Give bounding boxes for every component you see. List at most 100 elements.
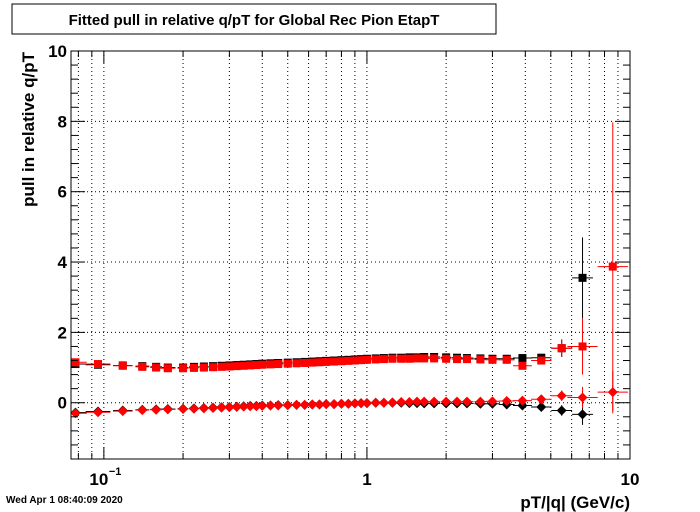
data-point [258, 360, 267, 369]
series-0 [71, 237, 593, 372]
data-point [370, 397, 381, 408]
data-point [536, 394, 547, 405]
data-point [488, 355, 497, 364]
data-point [315, 358, 324, 367]
data-point [322, 357, 331, 366]
timestamp: Wed Apr 1 08:40:09 2020 [6, 495, 123, 506]
data-point [419, 396, 430, 407]
data-point [251, 401, 262, 412]
axis-ticks [71, 50, 631, 460]
data-point [577, 409, 588, 420]
data-point [209, 363, 218, 372]
data-point [216, 402, 227, 413]
series-3 [70, 371, 628, 419]
data-point [225, 362, 234, 371]
data-point [430, 354, 439, 363]
x-tick-label: 10 [621, 470, 640, 489]
data-point [208, 403, 219, 413]
data-point [282, 400, 293, 411]
data-point [274, 360, 283, 369]
data-point [577, 392, 588, 403]
data-point [231, 401, 242, 412]
data-point [217, 362, 226, 371]
data-point [361, 398, 372, 409]
y-tick-label: 0 [58, 394, 67, 413]
data-point [501, 395, 512, 406]
data-point [518, 361, 527, 370]
data-point [476, 355, 485, 364]
data-point [314, 399, 325, 410]
data-points [70, 122, 628, 425]
data-point [189, 363, 198, 372]
data-point [198, 403, 209, 414]
data-point [441, 396, 452, 407]
data-point [344, 356, 353, 365]
data-point [188, 403, 199, 414]
chart-title-box: Fitted pull in relative q/pT for Global … [11, 3, 497, 35]
data-point [475, 396, 486, 407]
data-point [337, 357, 346, 366]
data-point [387, 397, 398, 408]
data-point [300, 358, 309, 367]
data-point [117, 406, 128, 417]
data-point [273, 400, 284, 411]
y-tick-label: 10 [48, 42, 67, 61]
data-point [556, 405, 567, 416]
data-point [578, 342, 587, 351]
data-point [151, 404, 162, 415]
data-point [138, 362, 147, 371]
data-point [308, 358, 317, 367]
data-point [356, 398, 367, 409]
x-axis-label: pT/|q| (GeV/c) [520, 493, 630, 512]
data-point [557, 344, 566, 353]
data-point [420, 354, 429, 363]
data-point [283, 359, 292, 368]
data-point [518, 354, 527, 363]
data-point [299, 399, 310, 410]
data-point [412, 396, 423, 407]
data-point [238, 401, 249, 412]
data-point [452, 396, 463, 407]
data-point [232, 362, 241, 371]
data-point [537, 356, 546, 365]
data-point [487, 396, 498, 407]
y-tick-label: 6 [58, 183, 67, 202]
chart-title: Fitted pull in relative q/pT for Global … [69, 12, 440, 29]
data-point [388, 354, 397, 363]
data-point [291, 399, 302, 410]
data-point [94, 360, 103, 369]
data-point [245, 401, 256, 412]
x-tick-label: 1 [362, 470, 371, 489]
data-point [350, 356, 359, 365]
data-point [199, 363, 208, 372]
data-point [179, 364, 188, 373]
data-point [556, 390, 567, 401]
data-point [461, 396, 472, 407]
data-point [330, 357, 339, 366]
data-point [266, 360, 275, 369]
data-point [178, 404, 189, 415]
data-point [137, 405, 148, 416]
y-axis-label: pull in relative q/pT [19, 51, 38, 207]
data-point [343, 398, 354, 409]
data-point [578, 273, 587, 282]
data-point [462, 355, 471, 364]
grid [71, 51, 630, 459]
data-point [163, 364, 172, 373]
data-point [502, 355, 511, 364]
data-point [371, 355, 380, 364]
data-point [405, 354, 414, 363]
data-point [442, 354, 451, 363]
data-point [429, 396, 440, 407]
series-1 [71, 122, 628, 411]
y-tick-label: 2 [58, 323, 67, 342]
data-point [265, 400, 276, 411]
data-point [246, 361, 255, 370]
data-point [607, 387, 618, 398]
data-point [397, 354, 406, 363]
plot-frame [70, 50, 631, 460]
data-point [453, 355, 462, 364]
data-point [396, 397, 407, 408]
data-point [404, 397, 415, 408]
